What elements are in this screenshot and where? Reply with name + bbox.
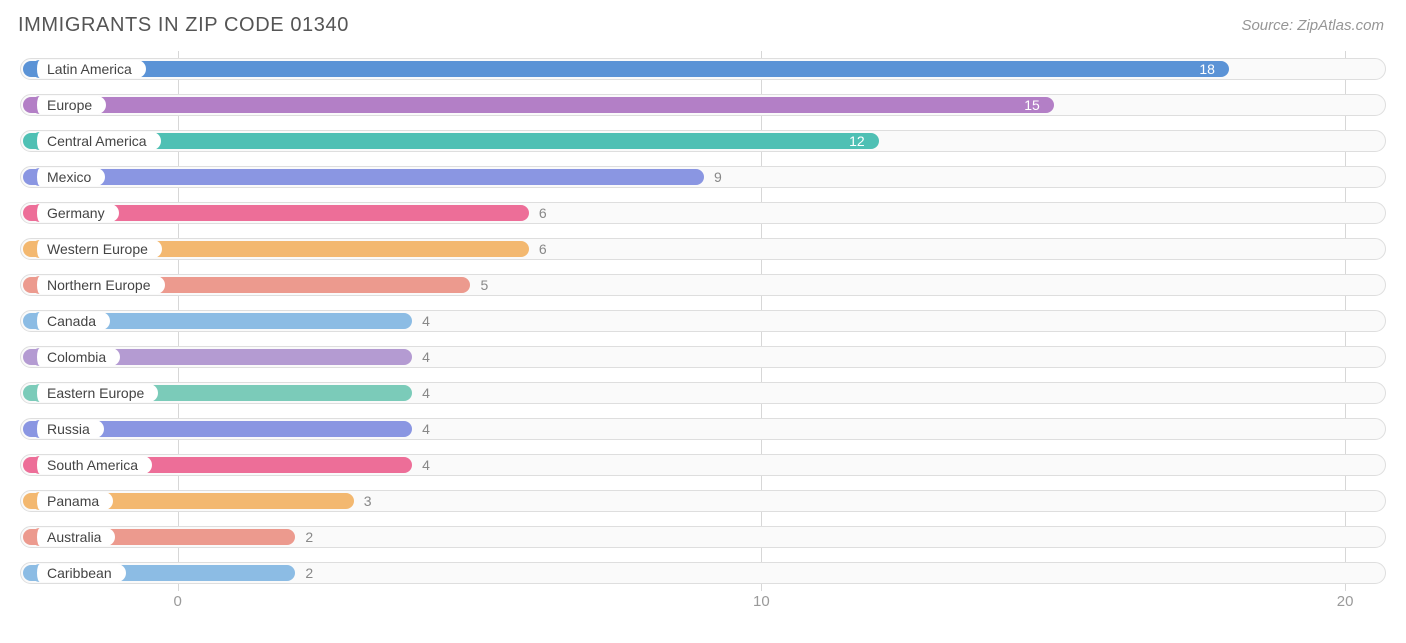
bar-track: Caribbean 2 bbox=[20, 562, 1386, 584]
bar-track: Germany 6 bbox=[20, 202, 1386, 224]
bar-label: Caribbean bbox=[31, 564, 126, 582]
bar-label: Russia bbox=[31, 420, 104, 438]
bar-label: Northern Europe bbox=[31, 276, 165, 294]
bar-value: 12 bbox=[849, 133, 865, 149]
bar-value: 6 bbox=[539, 205, 547, 221]
bars-container: Latin America 18 Europe 15 Central America 12… bbox=[20, 51, 1386, 591]
bar-row: Caribbean 2 bbox=[20, 555, 1386, 591]
bar-label: Latin America bbox=[31, 60, 146, 78]
chart-header: IMMIGRANTS IN ZIP CODE 01340 Source: Zip… bbox=[0, 0, 1406, 41]
bar-track: Australia 2 bbox=[20, 526, 1386, 548]
bar-label: Central America bbox=[31, 132, 161, 150]
bar-label: Mexico bbox=[31, 168, 105, 186]
bar-label: Panama bbox=[31, 492, 113, 510]
bar-track: Canada 4 bbox=[20, 310, 1386, 332]
bar-row: Colombia 4 bbox=[20, 339, 1386, 375]
x-tick-label: 10 bbox=[753, 593, 770, 610]
bar-value: 4 bbox=[422, 385, 430, 401]
bar-label: Canada bbox=[31, 312, 110, 330]
bar-label: Australia bbox=[31, 528, 115, 546]
bar-row: Eastern Europe 4 bbox=[20, 375, 1386, 411]
chart-area: Latin America 18 Europe 15 Central America 12… bbox=[20, 51, 1386, 591]
bar-value: 15 bbox=[1024, 97, 1040, 113]
bar-value: 3 bbox=[364, 493, 372, 509]
bar-track: Eastern Europe 4 bbox=[20, 382, 1386, 404]
bar-value: 4 bbox=[422, 313, 430, 329]
bar-track: Russia 4 bbox=[20, 418, 1386, 440]
bar-label: Western Europe bbox=[31, 240, 162, 258]
bar-row: Mexico 9 bbox=[20, 159, 1386, 195]
bar-row: Northern Europe 5 bbox=[20, 267, 1386, 303]
bar-fill bbox=[23, 97, 1054, 113]
bar-label: Germany bbox=[31, 204, 119, 222]
bar-track: South America 4 bbox=[20, 454, 1386, 476]
chart-source: Source: ZipAtlas.com bbox=[1241, 17, 1384, 34]
bar-track: Latin America 18 bbox=[20, 58, 1386, 80]
bar-track: Western Europe 6 bbox=[20, 238, 1386, 260]
bar-row: Western Europe 6 bbox=[20, 231, 1386, 267]
bar-value: 6 bbox=[539, 241, 547, 257]
bar-value: 4 bbox=[422, 457, 430, 473]
bar-value: 4 bbox=[422, 421, 430, 437]
bar-label: Colombia bbox=[31, 348, 120, 366]
bar-row: Panama 3 bbox=[20, 483, 1386, 519]
bar-value: 4 bbox=[422, 349, 430, 365]
bar-track: Mexico 9 bbox=[20, 166, 1386, 188]
bar-fill bbox=[23, 169, 704, 185]
bar-label: South America bbox=[31, 456, 152, 474]
x-tick-label: 20 bbox=[1337, 593, 1354, 610]
bar-track: Central America 12 bbox=[20, 130, 1386, 152]
bar-label: Eastern Europe bbox=[31, 384, 158, 402]
bar-row: Latin America 18 bbox=[20, 51, 1386, 87]
bar-track: Colombia 4 bbox=[20, 346, 1386, 368]
x-tick-label: 0 bbox=[173, 593, 181, 610]
bar-row: Australia 2 bbox=[20, 519, 1386, 555]
bar-value: 5 bbox=[480, 277, 488, 293]
bar-fill bbox=[23, 61, 1229, 77]
bar-value: 2 bbox=[305, 565, 313, 581]
bar-track: Panama 3 bbox=[20, 490, 1386, 512]
bar-value: 9 bbox=[714, 169, 722, 185]
bar-track: Europe 15 bbox=[20, 94, 1386, 116]
bar-row: Russia 4 bbox=[20, 411, 1386, 447]
bar-row: Canada 4 bbox=[20, 303, 1386, 339]
bar-label: Europe bbox=[31, 96, 106, 114]
bar-row: Germany 6 bbox=[20, 195, 1386, 231]
bar-row: Central America 12 bbox=[20, 123, 1386, 159]
bar-value: 18 bbox=[1199, 61, 1215, 77]
bar-row: South America 4 bbox=[20, 447, 1386, 483]
x-axis: 0 10 20 bbox=[20, 593, 1386, 617]
bar-row: Europe 15 bbox=[20, 87, 1386, 123]
chart-title: IMMIGRANTS IN ZIP CODE 01340 bbox=[18, 14, 349, 37]
bar-value: 2 bbox=[305, 529, 313, 545]
bar-track: Northern Europe 5 bbox=[20, 274, 1386, 296]
